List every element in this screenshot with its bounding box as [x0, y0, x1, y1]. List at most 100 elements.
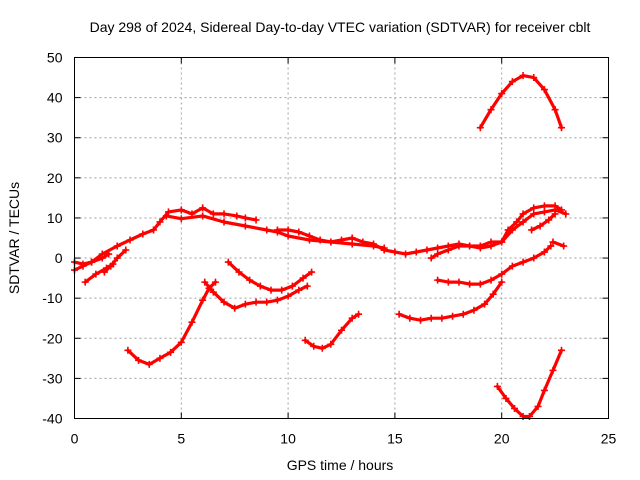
- data-point: [177, 206, 185, 214]
- x-tick-label: 10: [280, 431, 296, 447]
- x-axis-label: GPS time / hours: [287, 457, 394, 473]
- data-point: [220, 210, 228, 218]
- x-tick-label: 0: [71, 431, 79, 447]
- data-point: [98, 254, 106, 262]
- data-point: [438, 314, 446, 322]
- data-point: [551, 202, 559, 210]
- series-line: [495, 348, 564, 419]
- series-track-18: [493, 346, 566, 420]
- data-point: [92, 270, 100, 278]
- data-point: [199, 204, 207, 212]
- data-point: [519, 210, 527, 218]
- data-point: [466, 242, 474, 250]
- data-point: [502, 394, 510, 402]
- series-line: [102, 248, 128, 274]
- y-tick-label: 50: [47, 50, 63, 66]
- data-point: [316, 236, 324, 244]
- data-point: [489, 290, 497, 298]
- data-point: [359, 238, 367, 246]
- series-track-16: [395, 278, 506, 324]
- data-point: [105, 250, 113, 258]
- data-point: [504, 226, 512, 234]
- data-point: [370, 240, 378, 248]
- x-tick-label: 20: [494, 431, 510, 447]
- data-point: [530, 254, 538, 262]
- data-point: [318, 344, 326, 352]
- data-point: [79, 260, 87, 268]
- data-point: [241, 214, 249, 222]
- data-point: [224, 258, 232, 266]
- data-point: [455, 278, 463, 286]
- data-point: [391, 248, 399, 256]
- data-point: [284, 292, 292, 300]
- data-point: [558, 346, 566, 354]
- series-track-7: [380, 206, 570, 258]
- data-point: [487, 242, 495, 250]
- data-point: [113, 254, 121, 262]
- data-point: [284, 226, 292, 234]
- data-point: [476, 280, 484, 288]
- data-point: [81, 278, 89, 286]
- data-point: [402, 250, 410, 258]
- data-point: [107, 262, 115, 270]
- data-point: [348, 240, 356, 248]
- data-point: [126, 236, 134, 244]
- data-point: [434, 244, 442, 252]
- series-track-15: [301, 310, 363, 352]
- data-point: [549, 238, 557, 246]
- data-point: [449, 312, 457, 320]
- series-track-9: [528, 210, 559, 234]
- data-point: [338, 326, 345, 334]
- series-line: [530, 212, 557, 232]
- data-point: [540, 248, 548, 256]
- data-point: [530, 210, 538, 218]
- x-tick-label: 15: [387, 431, 403, 447]
- data-point: [493, 382, 501, 390]
- y-axis-label: SDTVAR / TECUs: [6, 182, 22, 294]
- data-point: [284, 232, 292, 240]
- data-point: [355, 310, 363, 318]
- data-point: [162, 212, 170, 220]
- data-point: [305, 232, 313, 240]
- data-point: [513, 218, 521, 226]
- data-point: [395, 310, 403, 318]
- data-point: [167, 348, 175, 356]
- x-tick-label: 25: [601, 431, 617, 447]
- data-point: [528, 226, 536, 234]
- series-track-2: [71, 250, 113, 268]
- data-point: [540, 208, 548, 216]
- data-point: [434, 276, 442, 284]
- data-point: [487, 106, 495, 114]
- data-point: [164, 208, 172, 216]
- data-point: [417, 316, 425, 324]
- data-point: [434, 250, 442, 258]
- data-point: [459, 310, 467, 318]
- data-point: [558, 206, 566, 214]
- data-point: [156, 218, 164, 226]
- data-point: [150, 226, 158, 234]
- data-point: [562, 210, 570, 218]
- data-point: [423, 246, 431, 254]
- data-point: [530, 204, 538, 212]
- data-point: [327, 340, 335, 348]
- series-track-14: [224, 258, 316, 294]
- series-track-11: [476, 72, 566, 132]
- data-point: [476, 124, 484, 132]
- data-point: [498, 270, 506, 278]
- data-point: [455, 242, 463, 250]
- data-point: [310, 342, 318, 350]
- tick-layer: 0 5 10 15 20 25 -40 -30 -20 -10 0 10 20 30 40 50: [42, 50, 616, 447]
- series-line: [126, 280, 218, 366]
- data-point: [519, 72, 527, 80]
- data-point: [299, 274, 307, 282]
- data-point: [241, 300, 249, 308]
- data-point: [252, 216, 260, 224]
- data-point: [124, 346, 132, 354]
- data-point: [308, 268, 316, 276]
- data-point: [530, 74, 538, 82]
- data-point: [209, 210, 217, 218]
- data-point: [444, 278, 452, 286]
- data-point: [145, 360, 153, 368]
- data-point: [288, 282, 296, 290]
